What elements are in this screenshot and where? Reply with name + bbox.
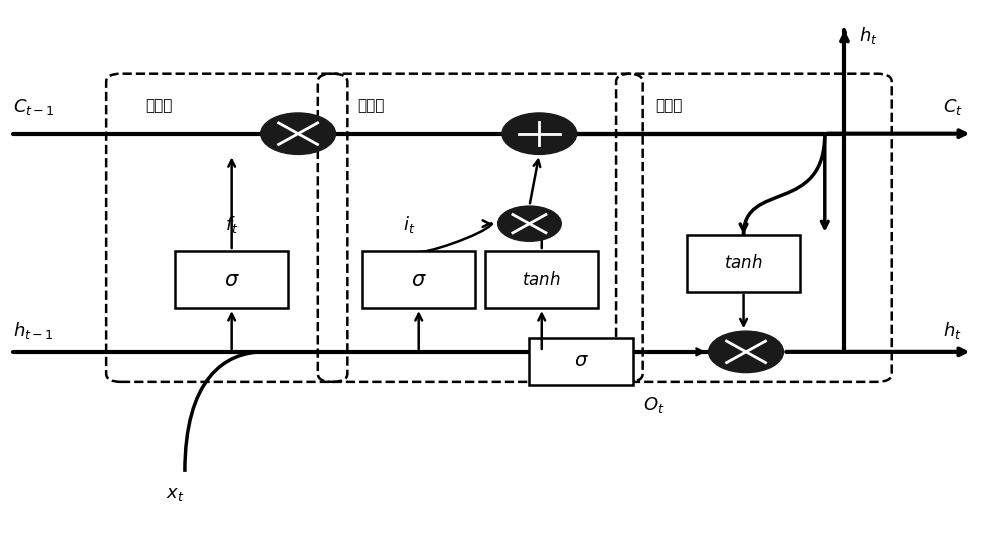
Text: $C_{t-1}$: $C_{t-1}$ bbox=[13, 98, 54, 117]
Text: $O_t$: $O_t$ bbox=[644, 396, 664, 415]
Text: 遗忘门: 遗忘门 bbox=[146, 98, 173, 114]
Text: $\sigma$: $\sigma$ bbox=[574, 353, 589, 370]
Bar bbox=[485, 251, 598, 308]
Text: $i_t$: $i_t$ bbox=[403, 214, 415, 235]
Text: $C_t$: $C_t$ bbox=[942, 98, 963, 117]
Text: $x_t$: $x_t$ bbox=[165, 485, 184, 503]
Text: $\sigma$: $\sigma$ bbox=[224, 269, 240, 290]
Text: $\sigma$: $\sigma$ bbox=[411, 269, 427, 290]
Bar bbox=[362, 251, 475, 308]
Text: $h_{t-1}$: $h_{t-1}$ bbox=[13, 320, 53, 341]
Text: 输出门: 输出门 bbox=[655, 98, 683, 114]
Text: $h_t$: $h_t$ bbox=[859, 25, 878, 46]
Text: $tanh$: $tanh$ bbox=[523, 271, 561, 289]
Circle shape bbox=[709, 331, 783, 372]
Bar bbox=[687, 235, 800, 292]
Bar bbox=[175, 251, 288, 308]
Text: $tanh$: $tanh$ bbox=[725, 254, 763, 272]
Text: $\tilde{C}_t$: $\tilde{C}_t$ bbox=[531, 208, 552, 235]
Circle shape bbox=[498, 206, 561, 241]
Text: $h_t$: $h_t$ bbox=[942, 320, 961, 341]
Text: $f_t$: $f_t$ bbox=[225, 214, 239, 235]
Circle shape bbox=[260, 113, 336, 154]
Bar bbox=[530, 338, 633, 385]
Text: 输入门: 输入门 bbox=[357, 98, 384, 114]
Circle shape bbox=[502, 113, 577, 154]
